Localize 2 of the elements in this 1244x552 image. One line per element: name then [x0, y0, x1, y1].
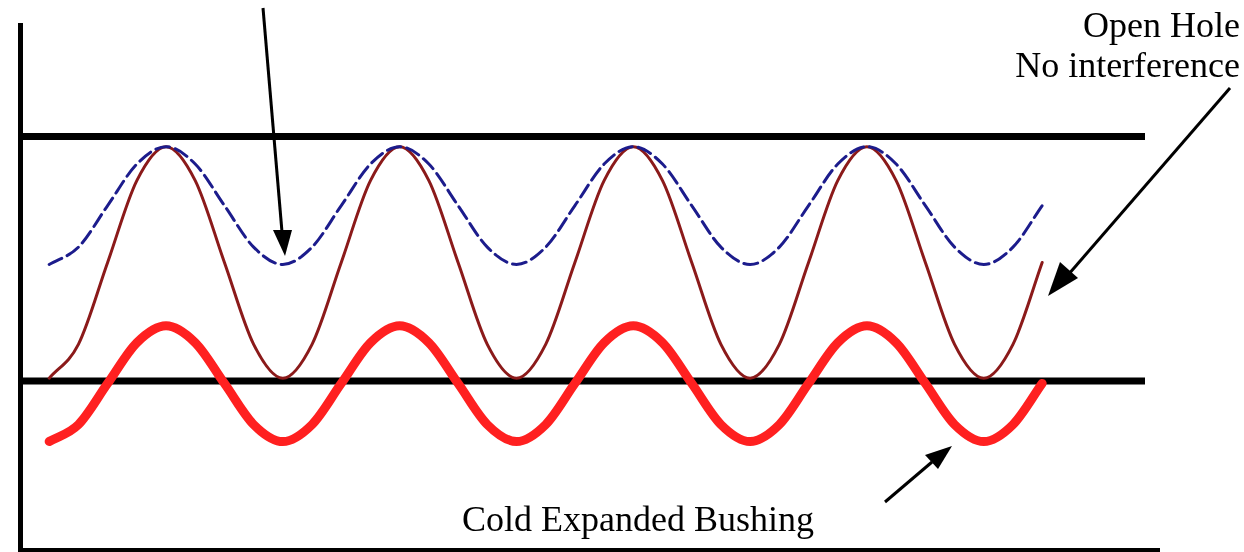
- text: Open Hole No interference: [1015, 5, 1240, 86]
- annotation: Cold Expanded Bushing: [462, 499, 814, 540]
